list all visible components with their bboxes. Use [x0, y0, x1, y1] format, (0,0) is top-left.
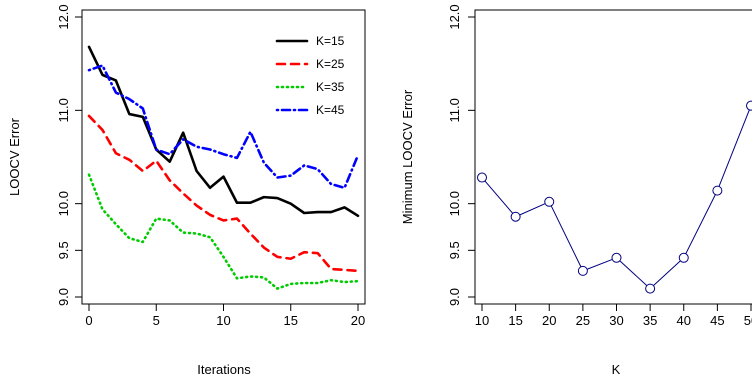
x-tick-label: 35: [643, 313, 657, 328]
x-axis: 0 5 10 15 20: [85, 303, 365, 328]
data-point: [645, 283, 656, 294]
x-tick-label: 20: [351, 313, 365, 328]
legend-label: K=15: [316, 34, 345, 48]
data-point: [712, 185, 723, 196]
legend-label: K=25: [316, 57, 345, 71]
series-line-k-15: [87, 45, 360, 218]
data-point: [477, 172, 487, 183]
legend-label: K=45: [316, 103, 345, 117]
y-tick-label: 9.5: [56, 241, 71, 259]
x-tick-label: 50: [744, 313, 752, 328]
x-tick-label: 30: [609, 313, 623, 328]
data-point: [678, 252, 689, 263]
x-tick-label: 10: [475, 313, 489, 328]
plot-panel-1: 0 5 10 15 20 9.0 9.5 10.0 11.0 12.0 Iterations LOOC…: [7, 4, 366, 377]
x-tick-label: 40: [677, 313, 691, 328]
y-tick-label: 9.0: [56, 288, 71, 306]
y-tick-label: 11.0: [56, 98, 71, 122]
x-tick-label: 10: [216, 313, 230, 328]
legend: K=15 K=25 K=35 K=45: [275, 34, 345, 117]
y-tick-label: 9.0: [447, 288, 462, 306]
y-tick-label: 9.5: [447, 241, 462, 259]
x-axis-title: Iterations: [197, 362, 251, 377]
legend-label: K=35: [316, 80, 345, 94]
data-point: [577, 265, 588, 276]
plot-panel-2: 10 15 20 25 30 35 40 45 50 9.0 9.5 10.0 11.0 12.0 K Min…: [400, 4, 752, 377]
y-tick-label: 12.0: [56, 4, 71, 29]
series-group: [87, 45, 360, 290]
y-axis-title: Minimum LOOCV Error: [400, 89, 415, 224]
series-line-k-45: [87, 64, 360, 190]
x-tick-label: 15: [284, 313, 298, 328]
x-tick-label: 20: [542, 313, 556, 328]
series-line-k-35: [87, 173, 360, 290]
y-tick-label: 11.0: [447, 98, 462, 122]
y-axis: 9.0 9.5 10.0 11.0 12.0: [447, 4, 476, 306]
data-point: [611, 252, 622, 263]
x-axis-title: K: [612, 362, 621, 377]
y-tick-label: 12.0: [447, 4, 462, 29]
y-axis-title: LOOCV Error: [7, 117, 22, 196]
x-axis: 10 15 20 25 30 35 40 45 50: [475, 303, 752, 328]
x-tick-label: 5: [153, 313, 160, 328]
data-point: [746, 100, 752, 111]
x-tick-label: 45: [710, 313, 724, 328]
x-tick-label: 15: [508, 313, 522, 328]
series-line-k-25: [87, 114, 360, 273]
data-point: [544, 196, 555, 207]
x-tick-label: 0: [85, 313, 92, 328]
y-axis: 9.0 9.5 10.0 11.0 12.0: [56, 4, 83, 306]
x-tick-label: 25: [576, 313, 590, 328]
data-point: [510, 211, 521, 222]
y-tick-label: 10.0: [447, 191, 462, 216]
y-tick-label: 10.0: [56, 191, 71, 216]
